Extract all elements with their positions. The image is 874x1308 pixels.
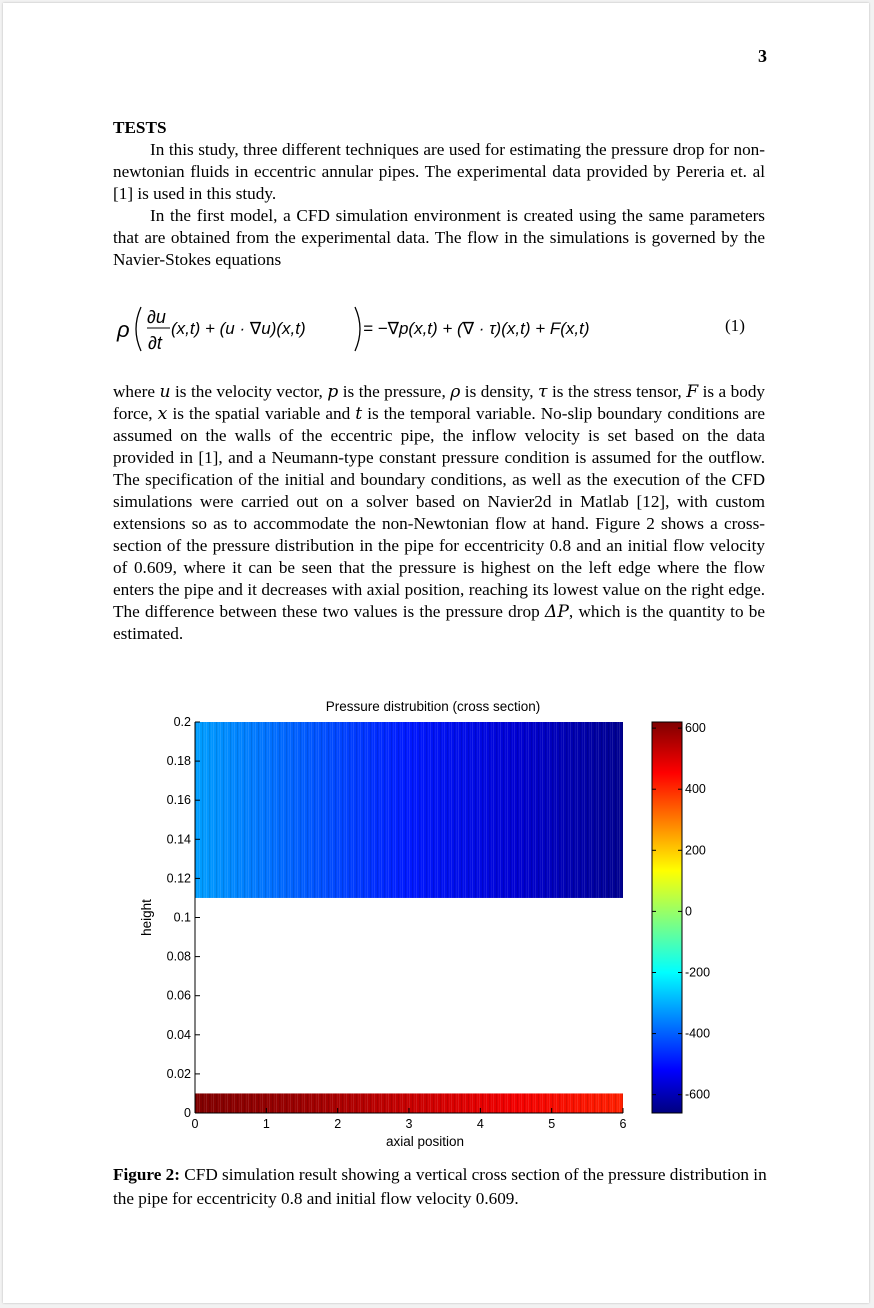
y-tick-label: 0.12 — [167, 871, 191, 885]
y-tick-label: 0 — [184, 1106, 191, 1120]
y-tick-label: 0.06 — [167, 989, 191, 1003]
x-tick-label: 0 — [192, 1117, 199, 1131]
heatmap-region-0 — [195, 722, 623, 898]
chart-title: Pressure distrubition (cross section) — [326, 699, 541, 714]
y-axis-label: height — [139, 899, 154, 936]
section-heading: TESTS — [113, 118, 167, 137]
figure-caption: Figure 2: CFD simulation result showing … — [113, 1163, 773, 1211]
eq-du: ∂u — [147, 307, 166, 327]
y-tick-label: 0.08 — [167, 950, 191, 964]
var-rho: ρ — [450, 382, 461, 402]
y-tick-label: 0.1 — [174, 911, 191, 925]
colorbar-tick-label: 600 — [685, 721, 706, 735]
colorbar-tick-label: 0 — [685, 904, 692, 918]
eq-rhs: = −∇p(x,t) + (∇ · τ)(x,t) + F(x,t) — [363, 319, 590, 338]
y-tick-label: 0.16 — [167, 793, 191, 807]
y-tick-label: 0.02 — [167, 1067, 191, 1081]
colorbar-tick-label: 400 — [685, 782, 706, 796]
y-tick-label: 0.14 — [167, 832, 191, 846]
caption-text: CFD simulation result showing a vertical… — [113, 1165, 767, 1208]
colorbar-tick-label: -400 — [685, 1027, 710, 1041]
eq-rho: ρ — [116, 317, 130, 342]
section-text-top: TESTS In this study, three different tec… — [113, 117, 765, 271]
heatmap-region-texture-1 — [195, 1093, 623, 1113]
y-tick-label: 0.2 — [174, 715, 191, 729]
heatmap-region-1 — [195, 1093, 623, 1113]
page-number: 3 — [758, 46, 767, 66]
colorbar-gradient — [651, 721, 683, 1114]
var-tau: τ — [538, 382, 548, 402]
colorbar-tick-label: -200 — [685, 965, 710, 979]
x-tick-label: 5 — [548, 1117, 555, 1131]
x-tick-label: 2 — [334, 1117, 341, 1131]
eq-lhs: (x,t) + (u · ∇u)(x,t) — [171, 319, 306, 338]
var-dP: ΔP — [544, 602, 569, 622]
heatmap-regions — [195, 722, 623, 1113]
var-t: t — [355, 404, 363, 424]
x-tick-label: 4 — [477, 1117, 484, 1131]
var-F: F — [686, 382, 699, 402]
section-text-bottom: where u is the velocity vector, p is the… — [113, 381, 765, 645]
paragraph-variables: where u is the velocity vector, p is the… — [113, 382, 766, 643]
x-tick-label: 6 — [620, 1117, 627, 1131]
equation-number: (1) — [724, 316, 745, 335]
navier-stokes-equation: ρ ∂u ∂t (x,t) + (u · ∇u)(x,t) = −∇p(x,t)… — [113, 303, 765, 355]
x-tick-label: 1 — [263, 1117, 270, 1131]
y-tick-label: 0.04 — [167, 1028, 191, 1042]
paragraph-cfd-model: In the first model, a CFD simulation env… — [113, 206, 765, 269]
chart-axes: 0 0.02 0.04 0.06 0.08 0.1 0.12 0.14 0.16 0.18 0.2 0… — [139, 699, 627, 1149]
x-tick-label: 3 — [406, 1117, 413, 1131]
var-p: p — [327, 382, 339, 402]
paragraph-intro: In this study, three different technique… — [113, 140, 765, 203]
colorbar-tick-label: 200 — [685, 843, 706, 857]
var-u: u — [159, 382, 171, 402]
heatmap-region-texture-0 — [195, 722, 623, 898]
x-axis-label: axial position — [386, 1134, 464, 1149]
colorbar-tick-label: -600 — [685, 1088, 710, 1102]
colorbar: 600 400 200 0 -200 -400 -600 — [651, 721, 710, 1114]
y-tick-label: 0.18 — [167, 754, 191, 768]
var-x: x — [157, 404, 168, 424]
caption-label: Figure 2: — [113, 1165, 180, 1184]
paper-page: 3 TESTS In this study, three different t… — [3, 3, 869, 1303]
eq-dt: ∂t — [148, 333, 163, 353]
